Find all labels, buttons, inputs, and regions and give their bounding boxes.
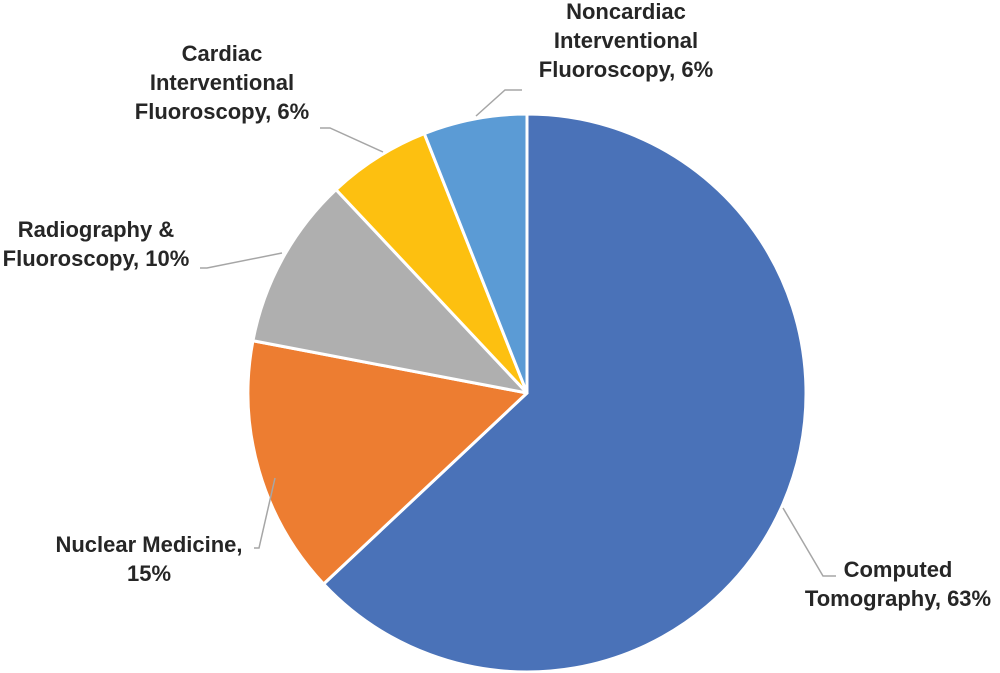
slice-label-line: Fluoroscopy, 6% bbox=[539, 57, 713, 82]
slice-label-rf: Radiography & Fluoroscopy, 10% bbox=[3, 217, 190, 271]
leader-lines bbox=[200, 89, 836, 577]
slice-labels: Computed Tomography, 63% Nuclear Medicine,… bbox=[3, 0, 991, 611]
slice-label-line: 15% bbox=[127, 561, 171, 586]
pie-slice-nm bbox=[246, 339, 529, 586]
pie-slices bbox=[246, 112, 808, 673]
pie-slice-ncif bbox=[422, 112, 529, 395]
slice-label-line: Interventional bbox=[150, 70, 294, 95]
pie-slice-rf bbox=[251, 188, 529, 395]
slice-label-ncif: Noncardiac Interventional Fluoroscopy, 6% bbox=[539, 0, 713, 82]
slice-label-nm: Nuclear Medicine, 15% bbox=[55, 532, 242, 586]
leader-line-ncif bbox=[475, 89, 522, 117]
leader-line-ct bbox=[782, 507, 836, 577]
slice-label-line: Nuclear Medicine, bbox=[55, 532, 242, 557]
slice-label-line: Computed bbox=[844, 557, 953, 582]
slice-label-line: Noncardiac bbox=[566, 0, 686, 24]
slice-label-line: Radiography & bbox=[18, 217, 175, 242]
leader-line-cif bbox=[320, 127, 384, 153]
slice-label-ct: Computed Tomography, 63% bbox=[805, 557, 991, 611]
slice-label-line: Tomography, 63% bbox=[805, 586, 991, 611]
slice-label-line: Cardiac bbox=[182, 41, 263, 66]
slice-label-line: Fluoroscopy, 6% bbox=[135, 99, 309, 124]
leader-line-nm bbox=[254, 477, 276, 549]
slice-label-line: Fluoroscopy, 10% bbox=[3, 246, 190, 271]
slice-label-line: Interventional bbox=[554, 28, 698, 53]
leader-line-rf bbox=[200, 252, 283, 269]
pie-slice-ct bbox=[322, 112, 808, 673]
slice-label-cif: Cardiac Interventional Fluoroscopy, 6% bbox=[135, 41, 309, 124]
